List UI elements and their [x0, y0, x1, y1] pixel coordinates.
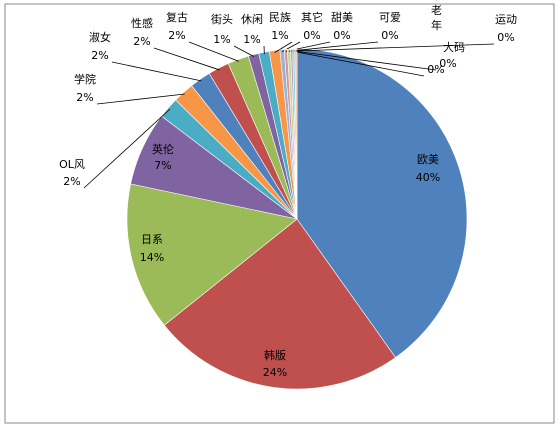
slice-label: 其它 — [301, 10, 323, 24]
slice-value: 14% — [140, 251, 164, 264]
slice-value: 0% — [497, 31, 514, 44]
slice-value: 2% — [63, 175, 80, 188]
slice-value: 1% — [243, 33, 260, 46]
slice-label: 英伦 — [152, 142, 174, 156]
slice-value: 0% — [333, 29, 350, 42]
slice-value: 0% — [381, 29, 398, 42]
slice-label: 大码 — [443, 40, 465, 54]
slice-label: 可爱 — [379, 11, 401, 24]
slice-value: 2% — [76, 91, 93, 104]
slice-value: 2% — [168, 29, 185, 42]
slice-label: 街头 — [211, 12, 233, 26]
slice-value: 2% — [91, 49, 108, 62]
slice-value: 40% — [416, 171, 440, 184]
slice-value: 0% — [439, 57, 456, 70]
slice-value: 1% — [271, 29, 288, 42]
slice-value: 0% — [303, 29, 320, 42]
slice-label: 民族 — [269, 10, 291, 24]
slice-label: 复古 — [166, 10, 188, 24]
slice-label: 淑女 — [89, 30, 111, 44]
slice-label: 性感 — [131, 16, 153, 30]
slice-value: 7% — [154, 159, 171, 172]
slice-value: 2% — [133, 35, 150, 48]
slice-label: 运动 — [495, 13, 517, 26]
slice-label: 韩版 — [264, 348, 286, 362]
slice-label: 甜美 — [331, 11, 353, 24]
slice-label: 休闲 — [241, 12, 263, 26]
slice-label: 欧美 — [417, 153, 439, 166]
slice-label: 中老年 — [430, 0, 443, 35]
slice-value: 24% — [263, 366, 287, 379]
slice-label: 日系 — [141, 233, 163, 246]
slice-value: 1% — [213, 33, 230, 46]
slice-label: 学院 — [74, 72, 96, 86]
slice-label: OL风 — [59, 158, 85, 171]
